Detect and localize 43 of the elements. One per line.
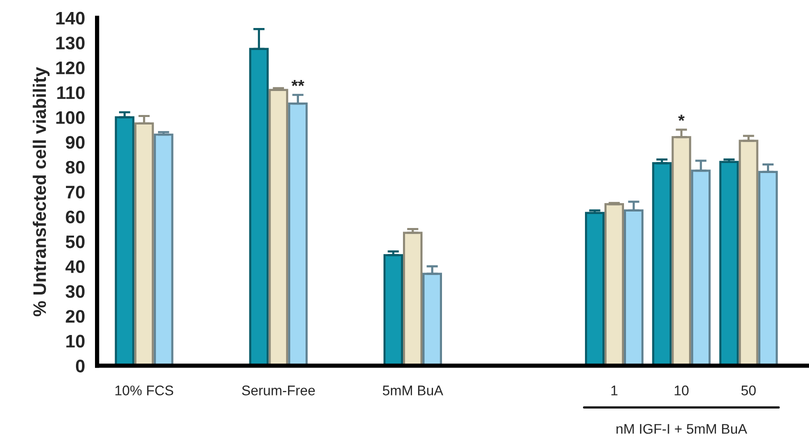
y-tick-label: 60 bbox=[66, 210, 85, 224]
bar bbox=[758, 170, 778, 366]
y-tick-label: 130 bbox=[56, 36, 85, 50]
x-tick-label: 1 bbox=[611, 386, 618, 396]
y-tick-label: 90 bbox=[66, 136, 85, 149]
bar bbox=[288, 102, 308, 366]
bar bbox=[719, 160, 739, 366]
bar bbox=[422, 272, 442, 366]
bar bbox=[672, 136, 692, 366]
y-tick-label: 140 bbox=[56, 12, 85, 25]
y-tick-label: 40 bbox=[65, 260, 85, 274]
bar bbox=[604, 203, 624, 366]
bar bbox=[268, 88, 288, 366]
bar bbox=[383, 254, 404, 366]
x-tick-label: 10% FCS bbox=[115, 386, 174, 396]
bar bbox=[652, 162, 672, 366]
bar bbox=[624, 209, 644, 366]
bar bbox=[249, 48, 269, 366]
y-tick-label: 100 bbox=[56, 111, 85, 124]
y-tick-label: 110 bbox=[57, 86, 85, 100]
bar bbox=[134, 122, 154, 366]
text: nM IGF-I + 5mM BuA bbox=[616, 424, 748, 434]
y-tick-label: 120 bbox=[56, 61, 85, 74]
x-tick-label: 10 bbox=[674, 386, 689, 396]
bar bbox=[584, 212, 605, 366]
y-tick-label: 10 bbox=[66, 334, 85, 348]
x-tick-label: 50 bbox=[741, 386, 756, 396]
x-tick-label: 5mM BuA bbox=[382, 386, 444, 396]
y-tick-label: 70 bbox=[66, 186, 85, 198]
y-tick-label: 30 bbox=[66, 285, 85, 298]
y-tick-label: 20 bbox=[66, 310, 85, 323]
bar bbox=[114, 116, 134, 366]
y-tick-label: 50 bbox=[66, 235, 85, 248]
x-tick-label: Serum-Free bbox=[242, 386, 315, 396]
y-tick-label: 0 bbox=[76, 360, 85, 372]
y-tick-label: 80 bbox=[66, 160, 85, 174]
bar bbox=[691, 170, 711, 366]
bar bbox=[154, 134, 174, 366]
y-axis-title: % Untransfected cell viability bbox=[32, 66, 50, 316]
bar bbox=[402, 232, 423, 366]
annotation: * bbox=[678, 114, 685, 121]
annotation: ** bbox=[291, 80, 304, 86]
bar bbox=[738, 140, 758, 366]
